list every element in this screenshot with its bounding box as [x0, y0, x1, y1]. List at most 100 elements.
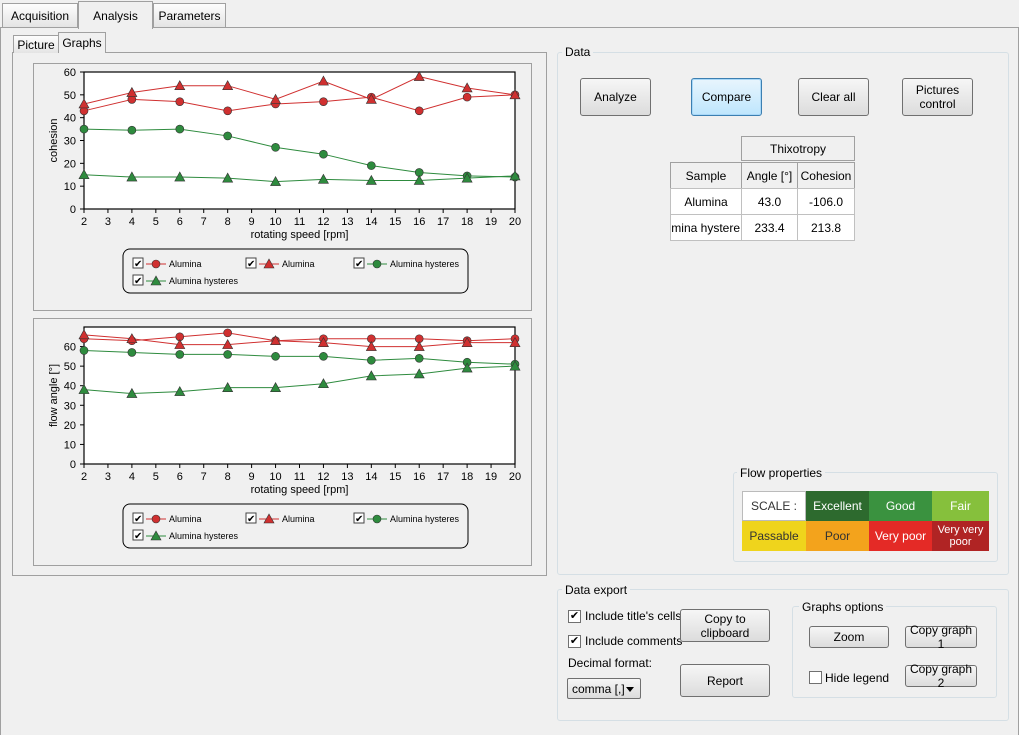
y-tick-label: 10: [64, 181, 76, 193]
scale-poor: Poor: [806, 521, 869, 551]
scale-excellent: Excellent: [806, 491, 869, 521]
x-tick-label: 2: [81, 471, 87, 483]
data-point: [78, 98, 90, 109]
plot-area: [83, 326, 516, 465]
tab-analysis[interactable]: Analysis: [78, 1, 153, 29]
x-tick-label: 6: [177, 471, 183, 483]
data-point: [461, 337, 473, 347]
pictures-control-label-1: Pictures: [915, 83, 960, 97]
data-point: [270, 93, 282, 104]
tab-picture[interactable]: Picture: [13, 35, 59, 53]
data-point: [223, 131, 232, 141]
x-tick-label: 13: [341, 216, 353, 228]
legend-box: [122, 248, 469, 294]
data-point: [270, 335, 282, 346]
flow-properties-title: Flow properties: [737, 466, 826, 480]
copy-graph-1-button[interactable]: Copy graph 1: [905, 623, 977, 651]
tab-graphs[interactable]: Graphs: [58, 32, 106, 53]
x-tick-label: 19: [485, 471, 497, 483]
include-comments-checkbox[interactable]: ✔: [568, 635, 581, 648]
legend-label: Alumina: [169, 514, 202, 524]
x-tick-label: 12: [317, 216, 329, 228]
data-point: [126, 387, 138, 398]
chart-cohesion: 0 10 20 30 40 50 60 2 3 4 5 6 7 8 9 10 11 12 13 14 15 16 17 18 1…: [48, 67, 521, 294]
data-point: [509, 170, 521, 181]
legend-check-icon: ✔: [134, 531, 142, 542]
data-point: [413, 70, 425, 81]
chevron-down-icon: [626, 687, 634, 692]
decimal-format-label: Decimal format:: [568, 656, 653, 670]
data-point: [317, 173, 329, 184]
legend-check-icon: ✔: [134, 514, 142, 525]
x-tick-label: 20: [509, 471, 521, 483]
x-tick-label: 14: [365, 216, 377, 228]
data-export-group: [557, 589, 1009, 721]
legend-marker: [372, 259, 382, 269]
include-titles-checkbox[interactable]: ✔: [568, 610, 581, 623]
include-titles-label: Include title's cells: [585, 609, 682, 623]
x-tick-label: 8: [225, 471, 231, 483]
chart-legend: ✔ Alumina ✔ Alumina ✔ Alumina hysteres ✔ Alumin…: [122, 248, 469, 294]
legend-marker: [263, 513, 275, 524]
y-tick-label: 40: [64, 113, 76, 125]
analyze-button[interactable]: Analyze: [580, 78, 651, 116]
legend-check-icon: ✔: [134, 276, 142, 287]
data-point: [365, 340, 377, 351]
tab-acquisition[interactable]: Acquisition: [2, 3, 78, 27]
y-tick-label: 30: [64, 136, 76, 148]
table-row-angle: 43.0: [741, 188, 798, 215]
legend-label: Alumina hysteres: [390, 514, 460, 524]
y-tick-label: 20: [64, 420, 76, 432]
x-tick-label: 6: [177, 216, 183, 228]
graphs-pane: [12, 52, 547, 576]
data-export-title: Data export: [562, 583, 631, 597]
data-point: [126, 171, 138, 182]
zoom-button[interactable]: Zoom: [809, 626, 889, 648]
scale-good: Good: [869, 491, 932, 521]
data-point: [78, 169, 90, 180]
legend-check-icon: ✔: [355, 514, 363, 525]
decimal-format-select[interactable]: comma [,]: [567, 678, 641, 699]
x-tick-label: 9: [249, 216, 255, 228]
data-point: [317, 75, 329, 86]
data-point: [367, 355, 376, 365]
data-point: [222, 382, 234, 392]
table-row-angle: 233.4: [741, 214, 798, 241]
y-tick-label: 30: [64, 400, 76, 412]
x-tick-label: 18: [461, 471, 473, 483]
data-point: [174, 385, 186, 396]
data-point: [223, 106, 232, 116]
x-tick-label: 17: [437, 216, 449, 228]
y-tick-label: 20: [64, 158, 76, 170]
table-header-angle: Angle [°]: [741, 162, 798, 189]
data-point: [461, 82, 473, 93]
legend-check-icon: ✔: [247, 514, 255, 525]
x-tick-label: 8: [225, 216, 231, 228]
legend-marker: [150, 530, 162, 541]
x-axis-label: rotating speed [rpm]: [251, 484, 349, 496]
clear-all-button[interactable]: Clear all: [798, 78, 869, 116]
chart-panel-2: 0 10 20 30 40 50 60 2 3 4 5 6 7 8 9 10 11 12 13 14 15 16 17 18 1…: [33, 318, 532, 566]
tab-parameters[interactable]: Parameters: [153, 3, 226, 27]
report-button[interactable]: Report: [680, 664, 770, 697]
copy-to-clipboard-button[interactable]: Copy to clipboard: [680, 609, 770, 642]
scale-very-poor: Very poor: [869, 521, 932, 551]
data-point: [271, 143, 280, 152]
copy-graph-2-button[interactable]: Copy graph 2: [905, 662, 977, 690]
data-point: [175, 350, 185, 359]
data-point: [365, 174, 377, 185]
legend-marker: [263, 258, 275, 269]
compare-button[interactable]: Compare: [691, 78, 762, 116]
hide-legend-checkbox[interactable]: [809, 671, 822, 684]
pictures-control-button[interactable]: Pictures control: [902, 78, 973, 116]
data-point: [365, 370, 377, 381]
legend-marker: [151, 259, 161, 269]
data-point: [175, 124, 185, 134]
flow-scale: SCALE : Excellent Good Fair Passable Poo…: [742, 491, 989, 551]
x-tick-label: 15: [389, 471, 401, 483]
table-row-cohesion: -106.0: [797, 188, 855, 215]
data-point: [127, 125, 137, 135]
graphs-options-title: Graphs options: [799, 600, 887, 614]
data-point: [174, 80, 186, 91]
table-row-sample: Alumina: [670, 188, 742, 215]
